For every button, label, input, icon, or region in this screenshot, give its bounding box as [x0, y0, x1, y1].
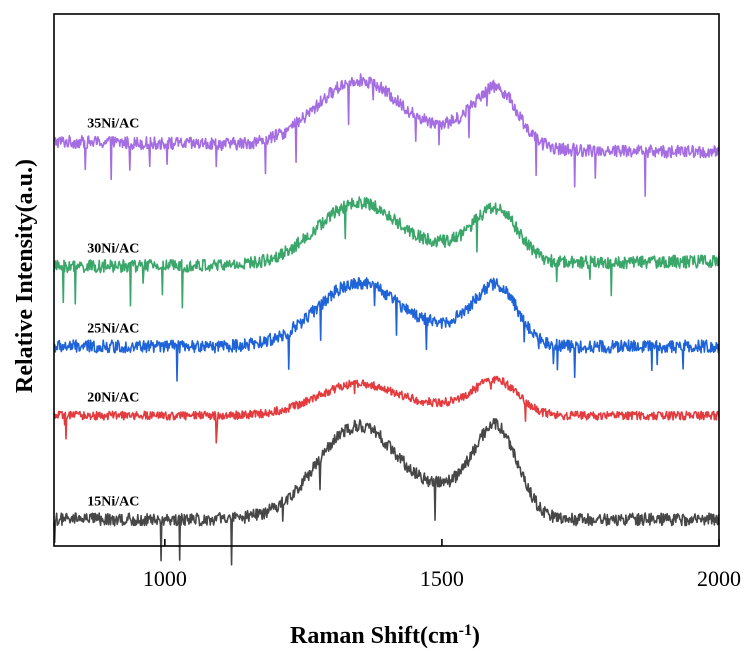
plot-area-frame	[53, 13, 720, 547]
series-line-15ni-ac	[53, 418, 720, 566]
series-line-35ni-ac	[53, 73, 720, 197]
x-tick-label: 2000	[697, 566, 741, 591]
series-line-20ni-ac	[53, 375, 720, 444]
series-labels: 35Ni/AC 30Ni/AC 25Ni/AC 20Ni/AC 15Ni/AC	[87, 117, 139, 510]
series-label: 20Ni/AC	[87, 391, 139, 406]
x-axis-title-superscript: -1	[459, 622, 472, 639]
y-axis-title: Relative Intensity(a.u.)	[12, 159, 38, 393]
x-tick-label: 1500	[420, 566, 464, 591]
x-axis-title: Raman Shift(cm-1)	[290, 622, 480, 650]
series-line-30ni-ac	[53, 196, 720, 309]
x-tick-label: 1000	[143, 566, 187, 591]
x-axis-title-main: Raman Shift(cm	[290, 623, 459, 649]
series-line-25ni-ac	[53, 277, 720, 382]
x-axis-ticks: 1000 1500 2000	[143, 539, 741, 591]
series-label: 30Ni/AC	[87, 242, 139, 257]
series-label: 15Ni/AC	[87, 494, 139, 509]
series-label: 25Ni/AC	[87, 322, 139, 337]
series-curves	[53, 73, 720, 566]
x-axis-title-close: )	[472, 623, 480, 649]
series-label: 35Ni/AC	[87, 117, 139, 132]
